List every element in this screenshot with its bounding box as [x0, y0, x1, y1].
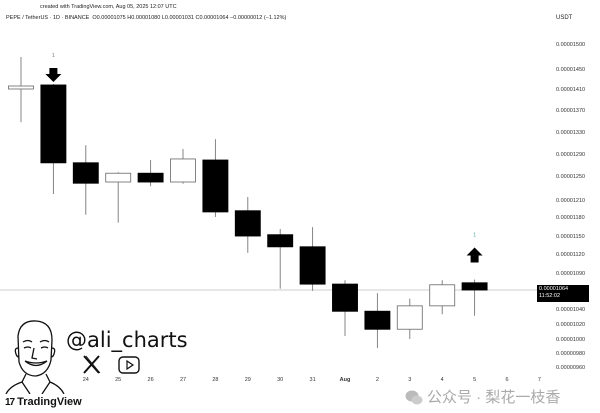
y-tick-label: 0.00001090	[556, 271, 585, 277]
y-tick-label: 0.00001040	[556, 307, 585, 313]
x-tick-label: 7	[538, 377, 541, 383]
y-tick-label: 0.00001330	[556, 130, 585, 136]
countdown: 11:52:02	[539, 293, 561, 299]
y-tick-label: 0.00001370	[556, 108, 585, 114]
youtube-icon[interactable]	[118, 356, 140, 374]
y-tick-label: 0.00001290	[556, 152, 585, 158]
y-tick-label: 0.00001210	[556, 198, 585, 204]
candle-bearish[interactable]	[332, 283, 358, 312]
symbol: PEPE / TetherUS · 1D · BINANCE	[6, 15, 90, 21]
currency-label: USDT	[556, 15, 573, 21]
y-tick-label: 0.00001500	[556, 42, 585, 48]
x-logo-icon[interactable]	[82, 355, 102, 374]
x-tick-label: 25	[115, 377, 121, 383]
ohlc-readout: O0.00001075 H0.00001080 L0.00001031 C0.0…	[92, 15, 287, 21]
candle-bullish[interactable]	[105, 172, 132, 183]
y-tick-label: 0.00001250	[556, 174, 585, 180]
y-tick-label: 0.00000980	[556, 351, 585, 357]
candle-bullish[interactable]	[8, 85, 34, 90]
y-tick-label: 0.00000960	[556, 365, 585, 371]
sell-signal-arrow-icon	[45, 68, 62, 82]
y-tick-label: 0.00001410	[556, 87, 585, 93]
created-caption: created with TradingView.com, Aug 05, 20…	[40, 4, 177, 10]
author-handle: @ali_charts	[66, 328, 188, 352]
candle-bearish[interactable]	[461, 282, 488, 291]
y-tick-label: 0.00001450	[556, 67, 585, 73]
candle-bearish[interactable]	[137, 172, 164, 183]
x-tick-label: 29	[245, 377, 251, 383]
x-tick-label: 27	[180, 377, 186, 383]
current-price: 0.00001064	[539, 286, 569, 292]
x-tick-label: 4	[441, 377, 444, 383]
x-tick-label: Aug	[340, 377, 351, 383]
buy-signal-arrow-icon	[466, 247, 483, 263]
signal-label: 1	[52, 53, 55, 59]
candle-bearish[interactable]	[267, 234, 294, 248]
y-tick-label: 0.00001020	[556, 322, 585, 328]
candle-bearish[interactable]	[299, 246, 326, 285]
candle-bearish[interactable]	[364, 310, 391, 330]
signal-label: 1	[473, 233, 476, 239]
x-tick-label: 6	[505, 377, 508, 383]
tradingview-logo: 17 TradingView	[5, 396, 82, 408]
avatar-sketch	[4, 318, 66, 394]
x-tick-label: 26	[148, 377, 154, 383]
candle-bullish[interactable]	[396, 305, 423, 330]
tradingview-logo-text: TradingView	[17, 396, 82, 408]
candle-bearish[interactable]	[40, 84, 67, 164]
x-tick-label: 5	[473, 377, 476, 383]
current-price-label: 0.00001064 11:52:02	[537, 285, 589, 302]
wechat-icon	[405, 390, 423, 405]
symbol-title: PEPE / TetherUS · 1D · BINANCE O0.000010…	[6, 15, 286, 21]
candle-bullish[interactable]	[429, 284, 456, 307]
x-tick-label: 28	[212, 377, 218, 383]
watermark-text: 公众号 · 梨花一枝香	[427, 389, 561, 406]
y-tick-label: 0.00001120	[556, 252, 585, 258]
watermark: 公众号 · 梨花一枝香	[405, 389, 560, 406]
x-tick-label: 2	[376, 377, 379, 383]
x-tick-label: 31	[310, 377, 316, 383]
y-tick-label: 0.00001000	[556, 337, 585, 343]
candle-bearish[interactable]	[72, 162, 99, 184]
candle-bearish[interactable]	[234, 210, 261, 237]
y-tick-label: 0.00001180	[556, 215, 585, 221]
tradingview-logo-icon: 17	[5, 396, 15, 408]
candle-bullish[interactable]	[170, 158, 196, 183]
candle-bearish[interactable]	[202, 159, 229, 213]
y-tick-label: 0.00001150	[556, 234, 585, 240]
x-tick-label: 24	[83, 377, 89, 383]
x-tick-label: 3	[408, 377, 411, 383]
x-tick-label: 30	[277, 377, 283, 383]
